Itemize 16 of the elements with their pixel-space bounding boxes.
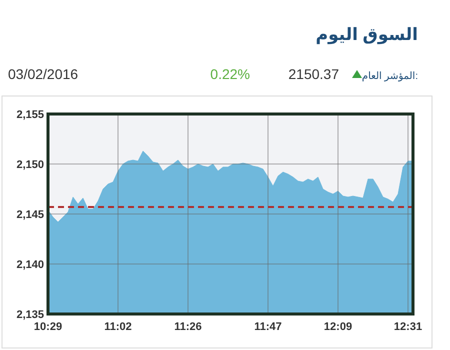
y-tick-label: 2,150 [16, 159, 44, 171]
x-tick-label: 12:09 [324, 321, 352, 333]
x-tick-label: 12:31 [394, 321, 422, 333]
text: 0.22% [210, 66, 250, 82]
x-tick-label: 11:47 [254, 321, 282, 333]
x-tick-label: 10:29 [34, 321, 62, 333]
y-tick-label: 2,155 [16, 109, 44, 121]
chart-title: السوق اليوم [316, 25, 418, 45]
y-tick-label: 2,145 [16, 209, 44, 221]
text: 03/02/2016 [8, 66, 78, 82]
y-tick-label: 2,135 [16, 309, 44, 321]
text: المؤشر العام: [362, 71, 418, 82]
text: 2150.37 [288, 66, 340, 82]
x-tick-label: 11:02 [104, 321, 132, 333]
y-tick-label: 2,140 [16, 259, 44, 271]
x-tick-label: 11:26 [174, 321, 202, 333]
